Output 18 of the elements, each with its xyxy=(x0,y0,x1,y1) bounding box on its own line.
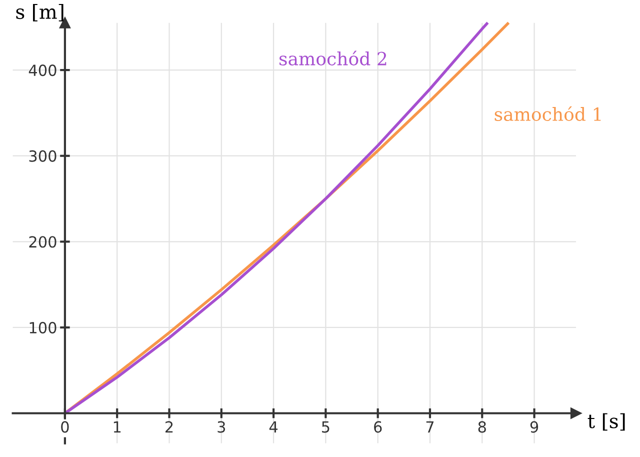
x-tick-label: 6 xyxy=(374,421,382,433)
y-axis-title: s [m] xyxy=(16,4,64,22)
text: samochód 2 xyxy=(280,50,386,66)
text: samochód 1 xyxy=(494,106,601,122)
x-tick-label: 0 xyxy=(61,421,69,433)
x-tick-label: 1 xyxy=(114,421,121,433)
x-tick-label: 8 xyxy=(478,421,486,433)
y-tick-label: 400 xyxy=(28,64,56,76)
y-tick-label: 200 xyxy=(29,236,56,248)
x-tick-label: 5 xyxy=(322,421,330,433)
x-tick-label: 4 xyxy=(269,421,278,433)
y-tick-label: 100 xyxy=(30,322,56,334)
x-tick-label: 2 xyxy=(166,421,173,433)
x-tick-label: 9 xyxy=(530,421,538,433)
y-tick-label: 300 xyxy=(29,150,56,162)
x-tick-label: 3 xyxy=(218,421,226,433)
x-tick-label: 7 xyxy=(426,421,434,433)
x-axis-title: t [s] xyxy=(588,413,625,431)
